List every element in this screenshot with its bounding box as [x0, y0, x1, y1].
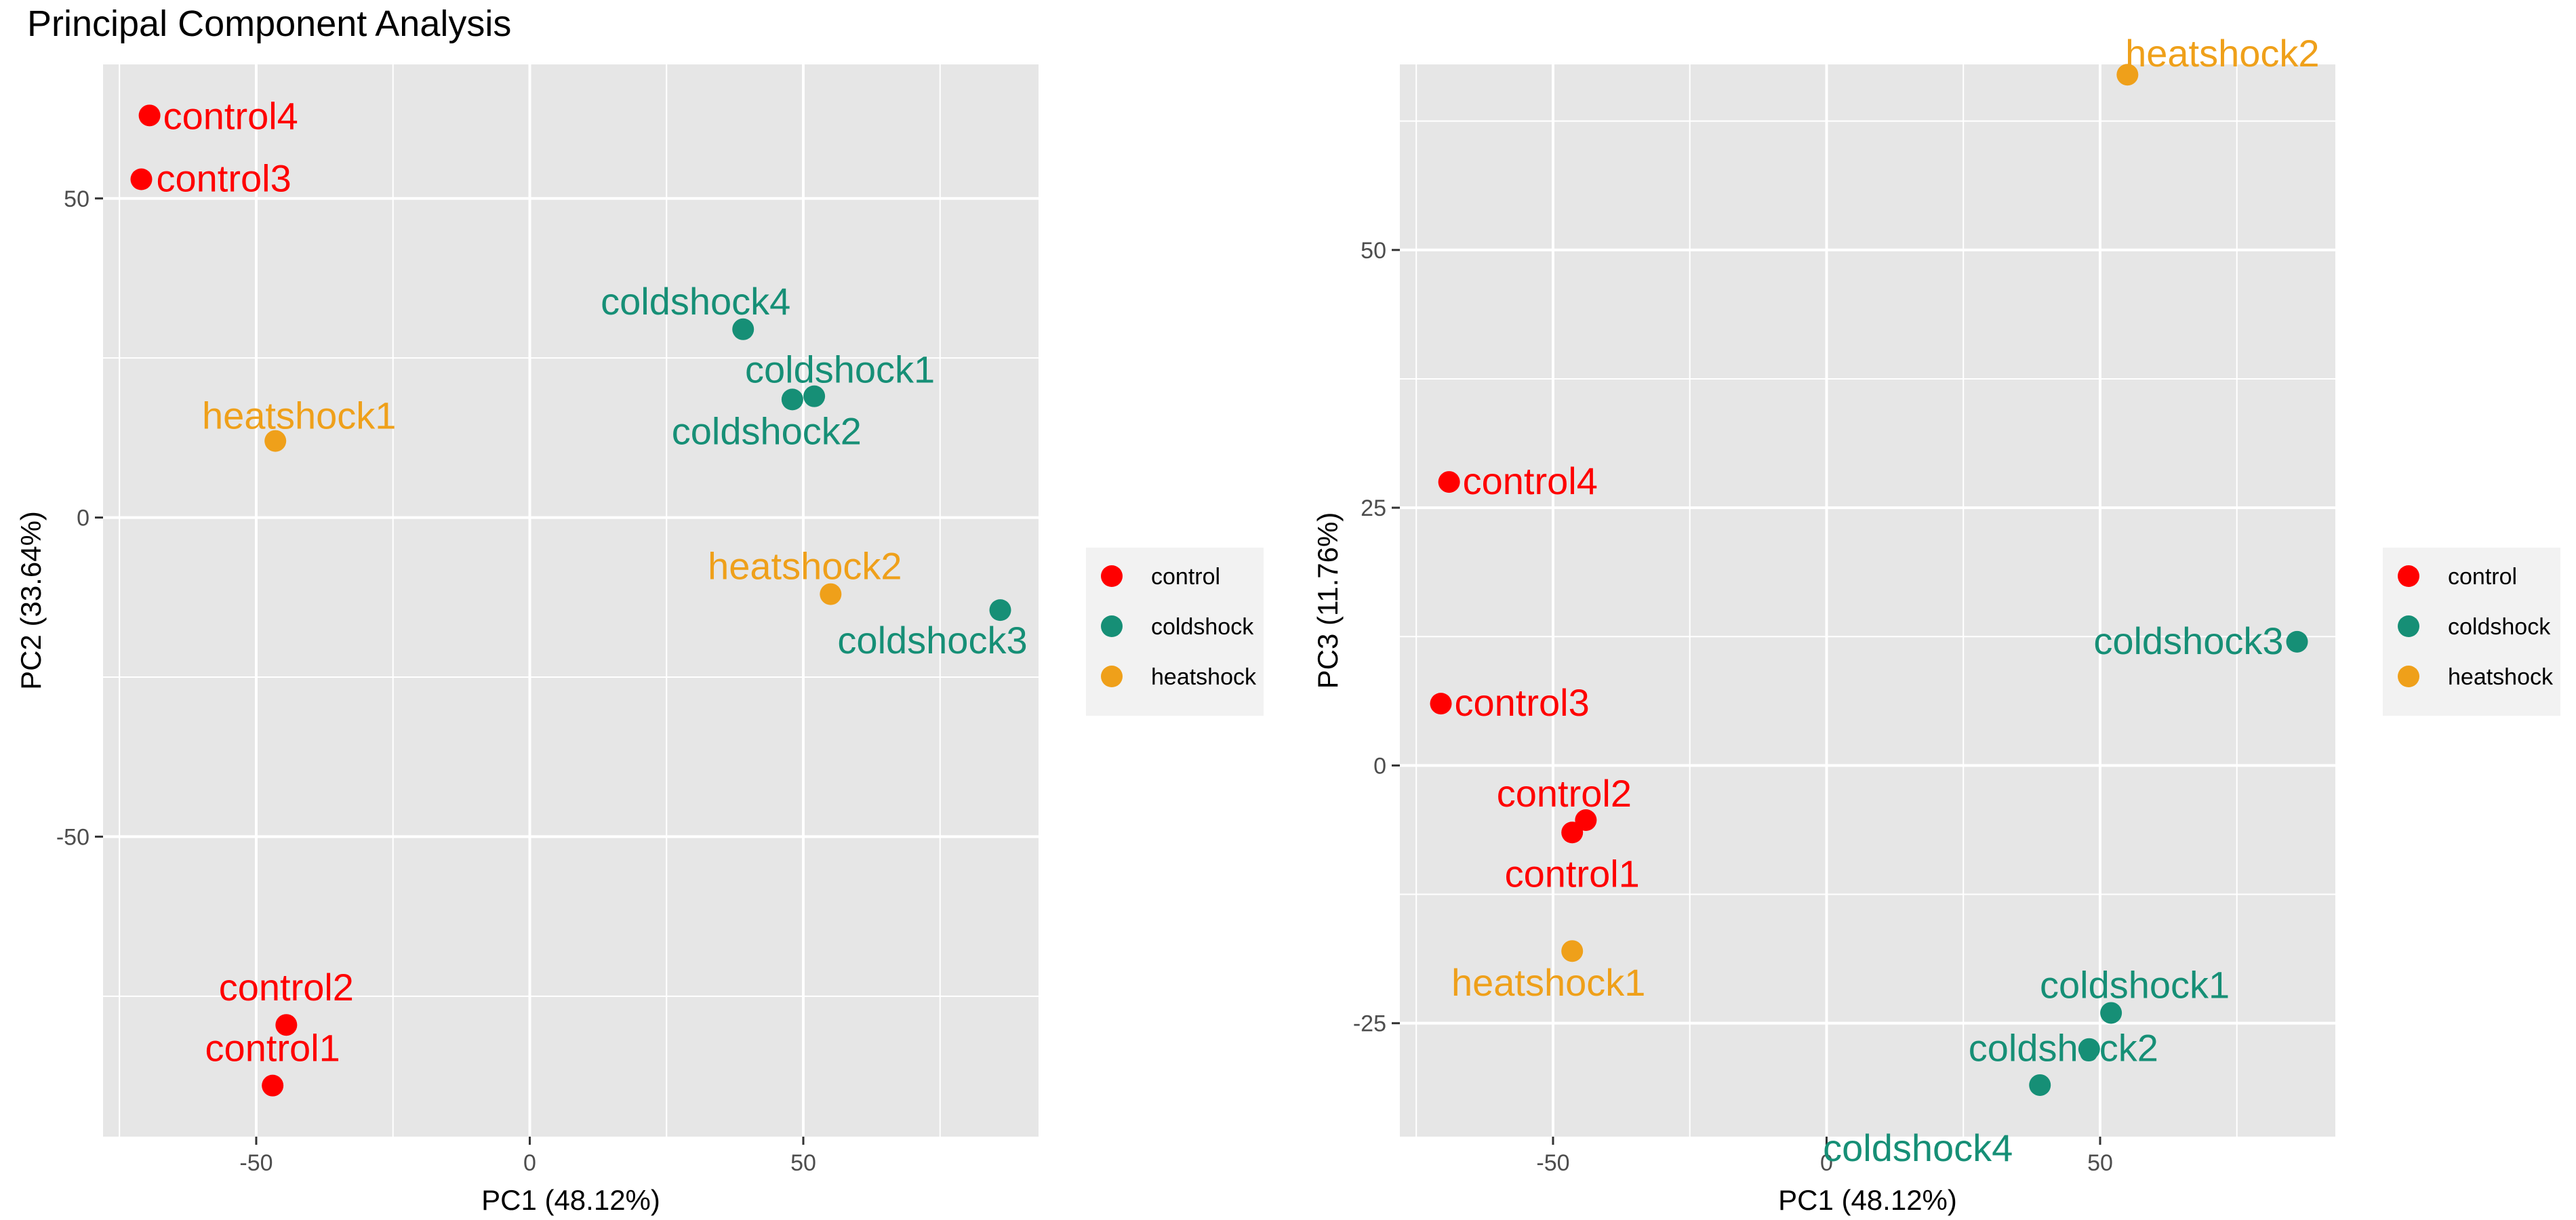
data-point: [138, 104, 161, 127]
point-label: coldshock1: [2040, 963, 2230, 1006]
legend-label: control: [2448, 564, 2517, 590]
data-point: [262, 1074, 284, 1097]
x-tick-label: 50: [2087, 1150, 2113, 1176]
y-tick-label: 50: [1361, 238, 1386, 264]
point-label: control1: [205, 1027, 340, 1070]
data-point: [989, 599, 1011, 622]
point-label: heatshock2: [2125, 32, 2319, 75]
data-point: [1430, 693, 1452, 715]
pc1-pc2-panel: -50 0 50 -50 0 50 PC1 (48.12%) PC2 (33.64%) cont…: [15, 64, 1264, 1216]
x-tick-label: -50: [239, 1150, 273, 1176]
data-point: [2286, 630, 2308, 653]
point-label: coldshock3: [2093, 619, 2283, 662]
pc1-pc3-panel: -50 0 50 -25 0 25 50 PC1 (48.12%) PC3 (11.76%) co…: [1312, 32, 2560, 1216]
point-label: coldshock2: [1969, 1027, 2158, 1070]
plot-background: [1400, 64, 2335, 1137]
point-label: coldshock1: [745, 348, 935, 391]
y-tick-label: 25: [1361, 495, 1386, 521]
y-tick-label: -50: [56, 824, 89, 850]
legend-key: [2398, 615, 2419, 637]
data-point: [130, 168, 153, 190]
x-tick-label: 50: [790, 1150, 816, 1176]
data-point: [2029, 1074, 2051, 1096]
point-label: coldshock4: [1823, 1126, 2013, 1169]
y-axis-title: PC2 (33.64%): [15, 511, 47, 690]
y-axis-title: PC3 (11.76%): [1312, 512, 1344, 689]
data-point: [2100, 1002, 2122, 1024]
point-label: heatshock2: [708, 545, 902, 588]
point-label: control1: [1505, 852, 1640, 895]
point-label: control3: [1455, 681, 1590, 724]
data-point: [264, 430, 287, 452]
legend-key: [2398, 666, 2419, 687]
legend-key: [1101, 565, 1123, 587]
x-axis-title: PC1 (48.12%): [481, 1184, 660, 1216]
point-label: coldshock3: [837, 619, 1027, 662]
y-tick-label: 0: [1373, 753, 1386, 779]
data-point: [1561, 940, 1584, 962]
point-label: control2: [219, 966, 354, 1009]
x-axis-title: PC1 (48.12%): [1778, 1184, 1957, 1216]
point-label: control3: [156, 157, 291, 200]
plot-background: [103, 64, 1039, 1137]
data-point: [275, 1014, 298, 1036]
data-point: [1438, 471, 1460, 493]
legend-label: coldshock: [2448, 614, 2551, 640]
legend-label: control: [1151, 564, 1220, 590]
data-point: [2078, 1038, 2100, 1060]
data-point: [732, 318, 754, 340]
point-label: coldshock2: [672, 409, 862, 452]
data-point: [2116, 64, 2139, 86]
page-title: Principal Component Analysis: [27, 3, 512, 44]
point-label: coldshock4: [601, 280, 790, 323]
y-tick-label: -25: [1353, 1011, 1386, 1037]
legend-label: heatshock: [2448, 664, 2554, 690]
data-point: [1575, 809, 1597, 832]
y-tick-label: 50: [64, 186, 89, 212]
x-tick-label: 0: [523, 1150, 536, 1176]
legend-label: heatshock: [1151, 664, 1257, 690]
x-tick-label: -50: [1536, 1150, 1569, 1176]
point-label: control4: [163, 94, 298, 137]
legend-label: coldshock: [1151, 614, 1254, 640]
legend-key: [1101, 615, 1123, 637]
legend-key: [1101, 666, 1123, 687]
data-point: [781, 388, 803, 411]
point-label: heatshock1: [1451, 961, 1645, 1004]
data-point: [820, 583, 842, 605]
data-point: [803, 385, 826, 407]
y-tick-label: 0: [77, 506, 89, 531]
point-label: control4: [1463, 460, 1598, 502]
x-tick-label: 0: [1820, 1150, 1833, 1176]
point-label: heatshock1: [202, 394, 396, 437]
point-label: control2: [1497, 772, 1632, 815]
legend-key: [2398, 565, 2419, 587]
